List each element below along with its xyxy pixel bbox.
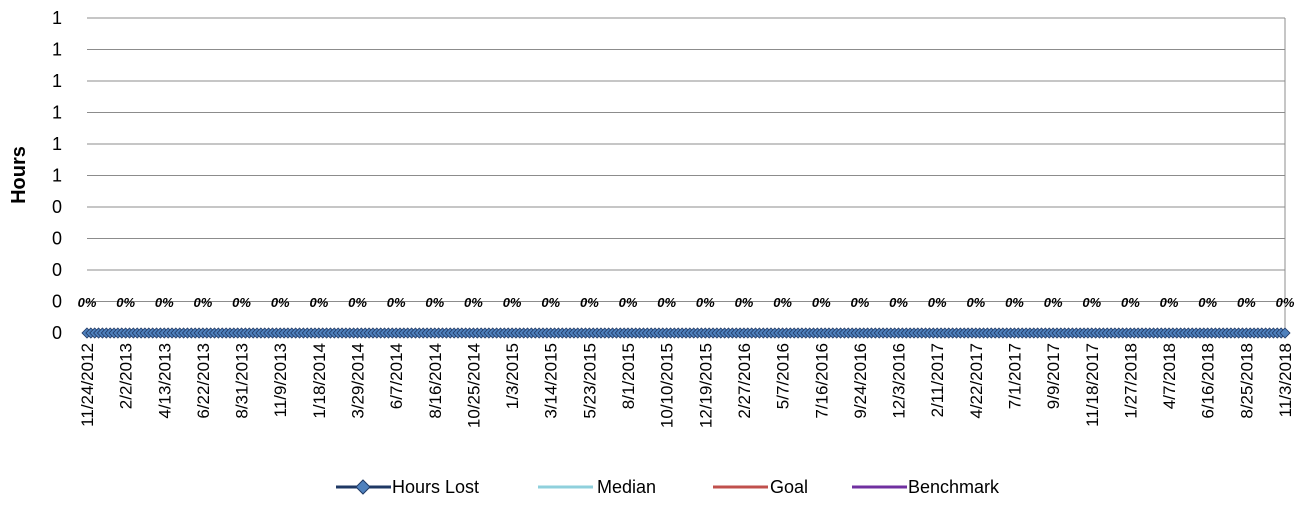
y-tick-label: 1 <box>52 8 62 28</box>
legend-label-median: Median <box>597 477 656 497</box>
data-label: 0% <box>1198 295 1217 310</box>
x-tick-label: 12/3/2016 <box>890 343 909 419</box>
x-tick-label: 8/16/2014 <box>426 343 445 419</box>
x-tick-label: 3/29/2014 <box>349 343 368 419</box>
x-tick-label: 10/10/2015 <box>658 343 677 428</box>
data-label: 0% <box>348 295 367 310</box>
data-label: 0% <box>889 295 908 310</box>
data-label: 0% <box>812 295 831 310</box>
data-label: 0% <box>1160 295 1179 310</box>
x-tick-label: 4/7/2018 <box>1160 343 1179 409</box>
x-tick-label: 1/18/2014 <box>310 343 329 419</box>
data-label: 0% <box>1276 295 1295 310</box>
data-label: 0% <box>580 295 599 310</box>
x-tick-label: 6/7/2014 <box>387 343 406 409</box>
x-tick-label: 5/7/2016 <box>774 343 793 409</box>
x-tick-label: 10/25/2014 <box>464 343 483 428</box>
data-label: 0% <box>155 295 174 310</box>
data-label: 0% <box>735 295 754 310</box>
data-label: 0% <box>696 295 715 310</box>
data-label: 0% <box>1237 295 1256 310</box>
data-label: 0% <box>116 295 135 310</box>
data-label: 0% <box>928 295 947 310</box>
x-tick-label: 7/16/2016 <box>812 343 831 419</box>
x-tick-label: 11/9/2013 <box>271 343 290 417</box>
x-tick-label: 9/9/2017 <box>1044 343 1063 409</box>
y-tick-label: 1 <box>52 40 62 60</box>
y-tick-label: 1 <box>52 166 62 186</box>
data-label: 0% <box>966 295 985 310</box>
data-label: 0% <box>271 295 290 310</box>
y-tick-label: 0 <box>52 260 62 280</box>
x-tick-label: 1/3/2015 <box>503 343 522 409</box>
legend-marker-hours-lost <box>355 479 371 495</box>
legend-label-goal: Goal <box>770 477 808 497</box>
y-tick-label: 1 <box>52 103 62 123</box>
x-tick-label: 2/2/2013 <box>117 343 136 409</box>
data-label: 0% <box>851 295 870 310</box>
data-label: 0% <box>1121 295 1140 310</box>
data-label: 0% <box>541 295 560 310</box>
x-tick-label: 7/1/2017 <box>1005 343 1024 409</box>
data-label: 0% <box>387 295 406 310</box>
y-tick-label: 1 <box>52 134 62 154</box>
x-tick-label: 11/3/2018 <box>1276 343 1295 417</box>
x-tick-label: 3/14/2015 <box>542 343 561 419</box>
x-tick-label: 1/27/2018 <box>1121 343 1140 419</box>
x-tick-label: 9/24/2016 <box>851 343 870 419</box>
data-label: 0% <box>232 295 251 310</box>
data-label: 0% <box>619 295 638 310</box>
data-label: 0% <box>503 295 522 310</box>
legend-label-hours-lost: Hours Lost <box>392 477 479 497</box>
y-tick-label: 0 <box>52 197 62 217</box>
x-tick-label: 4/22/2017 <box>967 343 986 419</box>
y-tick-label: 0 <box>52 292 62 312</box>
y-axis-title: Hours <box>8 146 30 204</box>
data-label: 0% <box>425 295 444 310</box>
x-tick-label: 8/31/2013 <box>233 343 252 419</box>
y-tick-label: 0 <box>52 323 62 343</box>
data-label: 0% <box>194 295 213 310</box>
x-tick-label: 5/23/2015 <box>580 343 599 419</box>
data-label: 0% <box>773 295 792 310</box>
x-tick-label: 2/11/2017 <box>928 343 947 417</box>
hours-lost-point <box>1279 327 1291 339</box>
x-tick-label: 11/18/2017 <box>1083 343 1102 427</box>
y-tick-label: 0 <box>52 229 62 249</box>
y-tick-label: 1 <box>52 71 62 91</box>
data-label: 0% <box>78 295 97 310</box>
x-tick-label: 4/13/2013 <box>155 343 174 419</box>
x-tick-label: 12/19/2015 <box>696 343 715 428</box>
legend-label-benchmark: Benchmark <box>908 477 1000 497</box>
data-label: 0% <box>1044 295 1063 310</box>
x-tick-label: 11/24/2012 <box>78 343 97 427</box>
data-label: 0% <box>1082 295 1101 310</box>
data-label: 0% <box>1005 295 1024 310</box>
x-tick-label: 8/1/2015 <box>619 343 638 409</box>
data-label: 0% <box>657 295 676 310</box>
x-tick-label: 6/16/2018 <box>1199 343 1218 419</box>
x-tick-label: 6/22/2013 <box>194 343 213 419</box>
x-tick-label: 8/25/2018 <box>1237 343 1256 419</box>
x-tick-label: 2/27/2016 <box>735 343 754 419</box>
data-label: 0% <box>309 295 328 310</box>
data-label: 0% <box>464 295 483 310</box>
